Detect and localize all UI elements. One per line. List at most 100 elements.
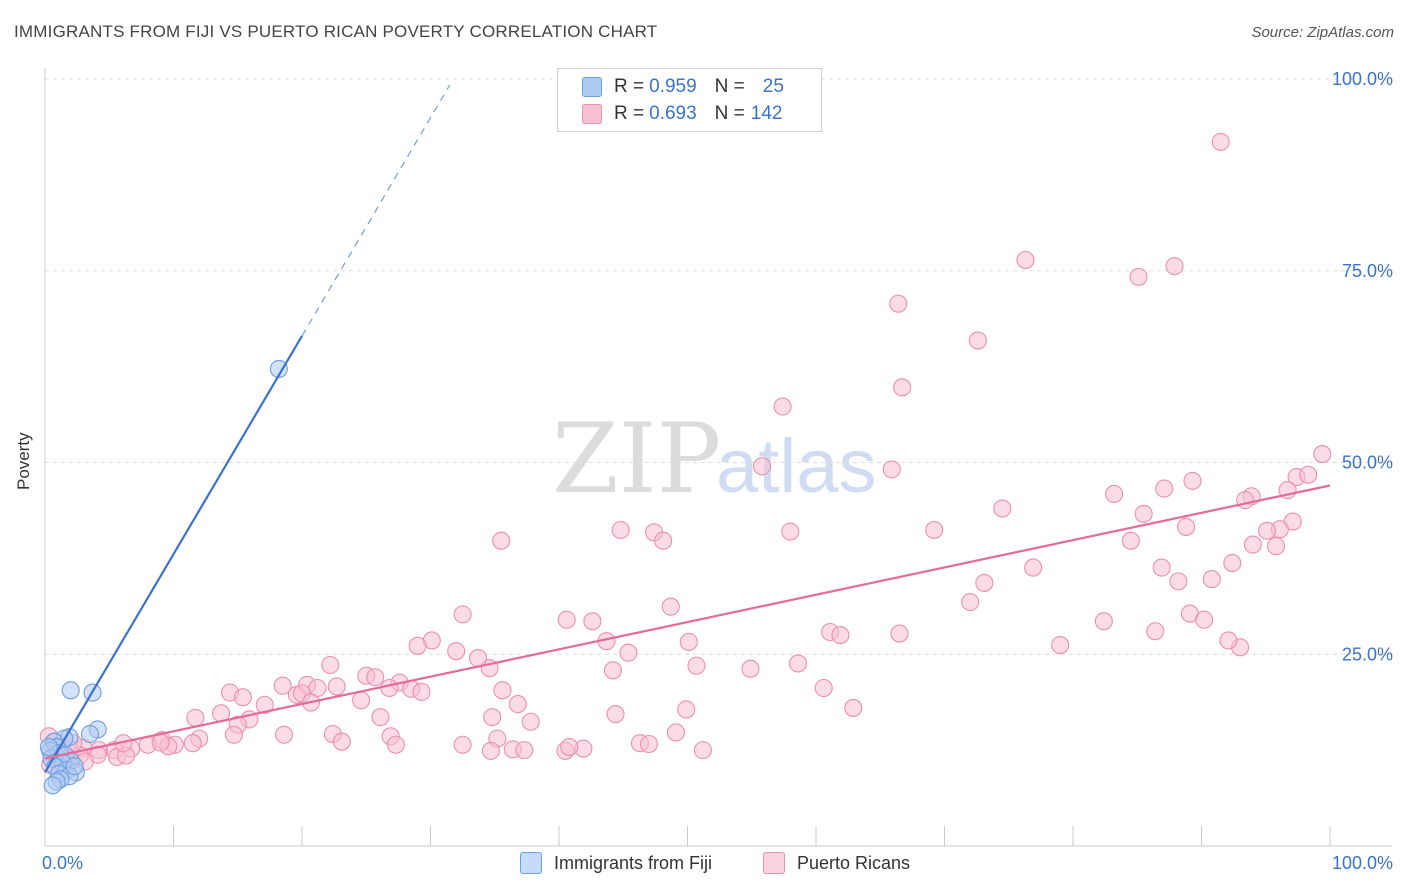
pr-point-24: [1177, 517, 1196, 536]
pr-swatch-icon: [582, 104, 602, 124]
pr-point-60: [408, 636, 427, 655]
correlation-legend: R = 0.959 N = 25 R = 0.693 N = 142: [557, 68, 822, 132]
pr-point-46: [557, 610, 576, 629]
pr-point-63: [603, 661, 623, 680]
pr-point-19: [993, 499, 1012, 518]
pr-point-137: [844, 698, 863, 717]
pr-point-134: [814, 678, 833, 698]
pr-point-41: [1169, 572, 1188, 591]
pr-point-34: [1223, 553, 1242, 573]
y-tick-label-0: 25.0%: [1342, 644, 1393, 664]
fiji-point-22: [43, 776, 62, 795]
pr-point-132: [677, 700, 696, 719]
pr-point-15: [1183, 471, 1202, 490]
pr-trend-line: [44, 484, 1331, 760]
pr-point-73: [412, 682, 431, 701]
pr-point-81: [233, 688, 252, 707]
pr-point-2: [1165, 257, 1184, 276]
legend-r-label: R =: [614, 76, 645, 97]
pr-point-62: [468, 649, 488, 668]
legend-item-puerto-ricans: Puerto Ricans: [763, 852, 910, 874]
pr-point-33: [1243, 535, 1262, 554]
pr-point-136: [741, 659, 760, 678]
pr-point-86: [186, 708, 205, 727]
pr-point-6: [893, 378, 912, 397]
pr-point-0: [1211, 132, 1230, 151]
pr-point-135: [788, 654, 808, 673]
pr-point-25: [1121, 531, 1140, 550]
legend-n-label: N =: [714, 76, 745, 97]
y-tick-label-1: 50.0%: [1342, 453, 1393, 473]
pr-point-5: [968, 331, 987, 350]
pr-point-139: [515, 741, 534, 760]
pr-point-26: [925, 520, 944, 540]
pr-point-32: [1266, 537, 1286, 556]
pr-point-88: [371, 708, 390, 727]
pr-point-64: [687, 656, 706, 675]
legend-label-puerto-ricans: Puerto Ricans: [797, 852, 911, 873]
pr-point-36: [1152, 558, 1171, 577]
pr-point-82: [255, 695, 274, 714]
pr-point-44: [447, 642, 466, 661]
tick-labels: 25.0% 50.0% 75.0% 100.0% 0.0% 100.0%: [42, 69, 1393, 873]
grid-lines: [45, 78, 1392, 655]
pr-point-38: [975, 573, 994, 592]
pr-point-16: [1155, 479, 1174, 498]
legend-r-value: 0.693: [649, 103, 697, 124]
pr-point-71: [366, 668, 385, 687]
pr-point-129: [151, 733, 170, 752]
x-tick-label-1: 100.0%: [1332, 853, 1393, 873]
fiji-trend-line: [44, 335, 303, 773]
pr-point-30: [611, 520, 630, 540]
x-tick-label-0: 0.0%: [42, 853, 83, 873]
pr-point-95: [332, 732, 351, 751]
fiji-trend-extension: [301, 84, 451, 337]
pr-point-99: [453, 735, 472, 754]
pr-point-68: [327, 677, 346, 696]
pr-point-74: [352, 691, 371, 710]
legend-r-value: 0.959: [649, 76, 697, 97]
pr-point-18: [1236, 491, 1255, 510]
pr-point-69: [380, 678, 399, 698]
pr-point-43: [453, 605, 472, 624]
pr-point-9: [882, 460, 901, 479]
pr-point-84: [508, 695, 527, 714]
pr-point-130: [606, 705, 625, 724]
y-tick-label-2: 75.0%: [1342, 261, 1393, 281]
pr-point-17: [1105, 484, 1124, 503]
pr-point-133: [693, 741, 712, 760]
pr-point-58: [1219, 631, 1238, 650]
legend-item-fiji: Immigrants from Fiji: [520, 852, 712, 874]
fiji-legend-swatch-icon: [520, 852, 542, 874]
fiji-point-0: [269, 359, 288, 378]
pr-point-72: [493, 681, 512, 700]
pr-point-100: [481, 741, 500, 760]
watermark-zip: ZIP: [552, 403, 721, 515]
axes: [44, 68, 1392, 847]
y-tick-label-3: 100.0%: [1332, 69, 1393, 89]
fiji-point-1: [61, 681, 80, 700]
trend-lines: [44, 84, 1331, 773]
pr-legend-swatch-icon: [763, 852, 785, 874]
pr-point-90: [521, 712, 540, 731]
pr-point-140: [560, 738, 579, 757]
pr-point-52: [831, 626, 850, 645]
legend-r-label: R =: [614, 103, 645, 124]
pr-point-141: [639, 734, 659, 754]
pr-point-37: [1024, 558, 1043, 577]
pr-point-20: [1134, 504, 1153, 523]
pr-point-42: [661, 597, 680, 616]
pr-point-27: [781, 522, 800, 541]
pr-point-48: [619, 643, 638, 662]
legend-row-puerto-ricans: R = 0.693 N = 142: [582, 102, 782, 126]
pr-point-23: [1257, 521, 1277, 540]
pr-point-98: [386, 735, 405, 754]
legend-row-fiji: R = 0.959 N = 25: [582, 75, 784, 99]
pr-point-1: [1016, 250, 1035, 270]
pr-point-35: [1202, 570, 1221, 589]
source-credit: Source: ZipAtlas.com: [1251, 24, 1394, 41]
pr-point-49: [679, 632, 698, 652]
pr-point-50: [890, 624, 909, 643]
pr-point-131: [666, 723, 685, 742]
